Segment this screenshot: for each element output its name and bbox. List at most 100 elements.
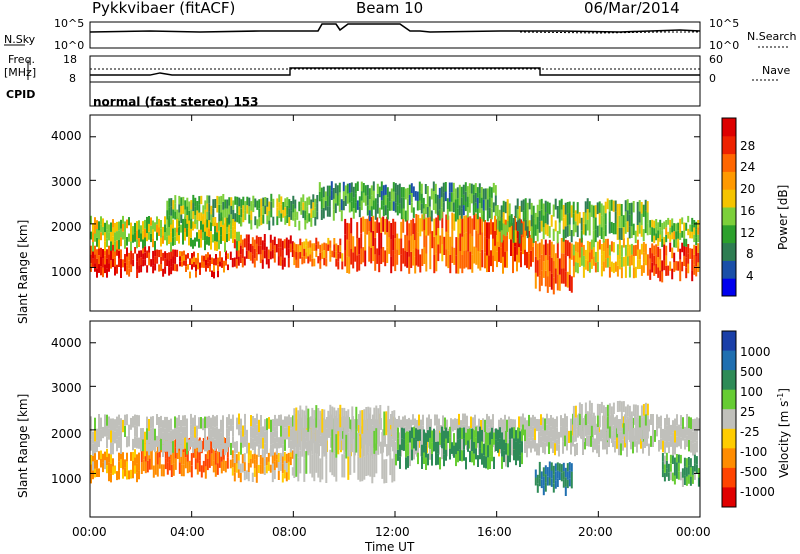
velocity-cell [618, 431, 620, 444]
freq-tick-bottom: 8 [69, 72, 76, 85]
velocity-cell [558, 431, 560, 445]
velocity-cell [208, 438, 210, 451]
power-cell [255, 235, 258, 244]
power-cell [598, 239, 601, 250]
velocity-cell [124, 459, 126, 468]
power-cell [307, 248, 310, 257]
velocity-cell [154, 463, 157, 475]
power-cell [626, 247, 629, 257]
velocity-cell [453, 445, 455, 458]
velocity-cell [108, 428, 110, 440]
power-cell [566, 271, 569, 288]
velocity-cell [614, 429, 616, 441]
power-cell [655, 219, 658, 227]
velocity-cell [291, 450, 294, 459]
power-cell [287, 239, 290, 249]
power-cell [249, 252, 252, 261]
power-cell [518, 231, 521, 244]
velocity-cell [94, 441, 96, 454]
velocity-cell [282, 444, 284, 457]
velocity-cell [608, 403, 611, 415]
power-cell [219, 256, 221, 262]
velocity-cell [616, 422, 619, 434]
velocity-cell [697, 468, 700, 478]
power-cell [206, 211, 209, 220]
velocity-cell [449, 448, 451, 460]
power-cell [430, 188, 433, 200]
velocity-cell [287, 470, 290, 480]
velocity-cell [642, 427, 645, 439]
power-cell [182, 205, 185, 214]
power-cell [120, 228, 122, 238]
power-cell [423, 230, 426, 247]
velocity-cell [652, 414, 654, 425]
power-cell [178, 226, 180, 236]
power-cell [320, 198, 323, 210]
power-cell [270, 193, 273, 202]
power-cell [227, 264, 229, 271]
power-cell [174, 249, 177, 257]
velocity-cell [399, 456, 401, 469]
velocity-cell [158, 417, 160, 429]
power-cell [482, 210, 485, 222]
velocity-cell [267, 452, 270, 462]
power-cell [276, 207, 279, 217]
power-cell [492, 238, 494, 256]
power-cell [218, 213, 221, 222]
velocity-cell [485, 456, 487, 469]
velocity-cell [384, 435, 386, 447]
velocity-cell [178, 462, 181, 474]
velocity-cell [602, 429, 605, 441]
velocity-cell [675, 470, 678, 479]
velocity-cell [96, 468, 98, 477]
velocity-cell [538, 461, 541, 470]
power-cell [293, 242, 296, 250]
power-cell [160, 256, 163, 264]
power-cell [92, 232, 94, 242]
velocity-cell [411, 449, 413, 461]
power-cell [632, 223, 635, 236]
power-cell [225, 255, 227, 261]
power-cell [520, 200, 523, 212]
velocity-cell [499, 427, 501, 439]
velocity-cell [536, 419, 538, 432]
power-cell [630, 214, 633, 227]
velocity-cell [254, 441, 256, 454]
velocity-cell [403, 428, 405, 440]
velocity-cell [393, 457, 396, 482]
power-cell [404, 188, 407, 200]
velocity-cell [309, 450, 312, 474]
power-cell [404, 234, 407, 251]
velocity-cell [166, 428, 168, 441]
power-cell [402, 217, 405, 233]
velocity-cell [280, 436, 282, 448]
power-cell [334, 203, 337, 214]
velocity-cell [677, 462, 680, 472]
power-cell [302, 210, 305, 219]
power-cell [394, 202, 397, 213]
power-cell [419, 218, 422, 237]
power-cell [396, 233, 399, 250]
power-cell [602, 205, 605, 218]
power-cell [197, 253, 199, 259]
power-cell [132, 226, 134, 235]
power-cell [166, 253, 169, 260]
velocity-cell [663, 455, 666, 465]
velocity-cell [548, 430, 550, 442]
power-cell [205, 260, 207, 266]
power-cell [112, 219, 114, 228]
velocity-cell [426, 417, 428, 430]
power-cell [136, 221, 138, 231]
velocity-cell [166, 416, 168, 429]
velocity-cell [675, 454, 678, 463]
power-cell [144, 237, 146, 247]
power-cell [289, 243, 292, 253]
power-cell [554, 253, 557, 269]
velocity-cell [270, 419, 272, 432]
velocity-cell [492, 414, 494, 426]
power-cell [465, 250, 468, 268]
velocity-cell [266, 430, 268, 442]
power-cell [466, 196, 469, 208]
power-cell [244, 201, 247, 211]
power-cell [352, 252, 355, 269]
